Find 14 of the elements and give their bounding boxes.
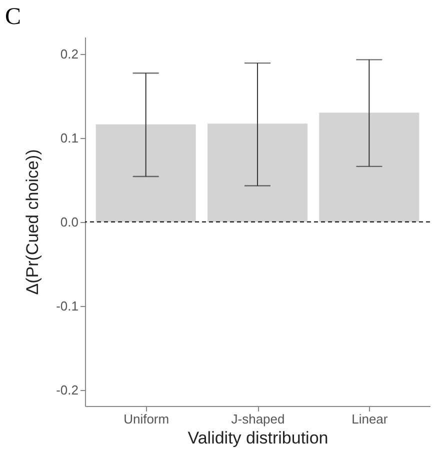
bar [208,124,308,222]
y-tick-label: 0.1 [60,130,78,146]
x-axis-title: Validity distribution [188,428,328,448]
chart-title: C [5,4,22,30]
y-tick-label: -0.1 [56,298,78,314]
x-tick-label: Uniform [124,412,170,426]
bar [319,112,420,222]
y-tick-label: 0.2 [60,46,78,62]
y-tick-label: -0.2 [56,382,78,398]
bar [96,124,196,222]
y-axis-title: Δ(Pr(Cued choice)) [23,149,42,295]
x-tick-label: Linear [352,412,388,426]
x-tick-label: J-shaped [231,412,285,426]
y-tick-label: 0.0 [60,214,78,230]
